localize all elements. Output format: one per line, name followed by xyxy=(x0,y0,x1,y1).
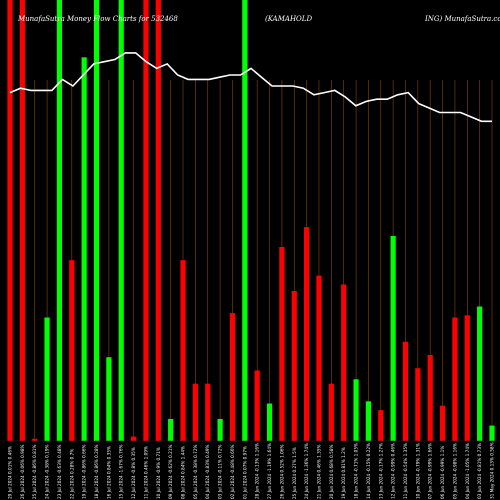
x-tick-label: 11 Jun 2024 -0.54% 1.35% xyxy=(403,443,408,499)
bars-group xyxy=(7,0,495,442)
x-tick-label: 10 Jun 2024 -0.79% 1.31% xyxy=(415,443,420,499)
x-tick-label: 24 Jun 2024 -1.36% 1.74% xyxy=(304,443,309,499)
bar-down xyxy=(464,315,470,441)
bar-down xyxy=(19,0,25,441)
x-tick-label: 21 Jun 2024 0.46% 1.35% xyxy=(316,445,321,499)
bar-up xyxy=(353,379,359,441)
x-tick-label: 05 Jul 2024 -0.38% 0.72% xyxy=(193,445,198,499)
x-tick-label: 18 Jul 2024 -0.86% 0.28% xyxy=(94,445,99,499)
bar-down xyxy=(452,317,458,441)
bar-up xyxy=(56,0,63,441)
x-tick-label: 12 Jun 2024 -0.99% 0.46% xyxy=(391,443,396,499)
x-tick-label: 26 Jun 2024 0.52% 1.06% xyxy=(279,445,284,499)
bar-down xyxy=(291,291,297,441)
bar-down xyxy=(279,246,285,441)
x-tick-label: 28 Jun 2024 -0.13% 1.16% xyxy=(255,443,260,499)
x-tick-label: 10 Jul 2024 -0.9% 0.71% xyxy=(156,447,161,499)
bar-down xyxy=(427,355,433,441)
bar-up xyxy=(365,401,372,441)
bar-up xyxy=(390,235,396,441)
x-tick-label: 25 Jun 2024 0.27% 1.5% xyxy=(292,447,297,499)
x-tick-label: 11 Jul 2024 0.46% 1.09% xyxy=(143,446,148,499)
x-tick-label: 29 Jul 2024 0.01% 0.46% xyxy=(8,446,13,499)
x-tick-label: 19 Jul 2024 -0.86% 0.66% xyxy=(82,445,87,499)
bar-down xyxy=(7,0,13,441)
x-tick-label: 19 Jun 2024 0.81% 1.2% xyxy=(341,447,346,499)
x-tick-label: 13 Jun 2024 -0.17% 1.27% xyxy=(378,443,383,499)
bar-down xyxy=(328,383,334,441)
bar-down xyxy=(402,341,409,441)
bar-up xyxy=(477,306,483,441)
x-tick-label: 26 Jul 2024 -0.06% 0.98% xyxy=(20,445,25,499)
x-tick-label: 18 Jun 2024 -0.71% 1.05% xyxy=(354,443,359,499)
x-tick-label: 05 Jun 2024 -0.98% 1.16% xyxy=(452,443,457,499)
x-tick-label: 04 Jun 2024 -1.05% 1.74% xyxy=(465,443,470,499)
bar-down xyxy=(341,284,347,441)
bar-up xyxy=(81,57,87,442)
x-tick-label: 01 Jul 2024 0.07% 0.97% xyxy=(242,446,247,499)
chart-title-mid: (KAMAHOLD xyxy=(265,15,312,23)
bar-up xyxy=(266,403,273,441)
x-tick-label: 27 Jun 2024 -1.19% 1.64% xyxy=(267,443,272,499)
x-tick-label: 08 Jul 2024 0.84% 1.44% xyxy=(181,446,186,499)
bar-down xyxy=(254,370,260,441)
x-tick-label: 16 Jul 2024 0.84% 0.35% xyxy=(106,446,111,499)
x-tick-label: 04 Jul 2024 -0.83% 0.49% xyxy=(205,445,210,499)
bar-down xyxy=(304,227,310,441)
bar-down xyxy=(415,368,421,441)
bar-down xyxy=(205,383,211,441)
bar-down xyxy=(143,0,149,441)
x-tick-label: 20 Jun 2024 0.68% 0.58% xyxy=(329,445,334,499)
bar-down xyxy=(192,383,198,441)
x-tick-label: 24 Jul 2024 -0.38% 0.19% xyxy=(45,445,50,499)
bar-up xyxy=(44,317,50,441)
bar-down xyxy=(69,260,75,441)
bar-down xyxy=(32,438,38,441)
bar-up xyxy=(489,425,495,441)
x-tick-label: 25 Jul 2024 -0.86% 0.81% xyxy=(32,445,37,499)
bar-up xyxy=(106,357,112,441)
x-axis-labels: 29 Jul 2024 0.01% 0.46% 26 Jul 2024 -0.06… xyxy=(8,442,495,499)
x-tick-label: 22 Jul 2024 0.28% 0.7% xyxy=(69,449,74,499)
bar-down xyxy=(378,410,384,441)
x-tick-label: 03 Jul 2024 -0.11% 0.72% xyxy=(218,445,223,499)
bar-up xyxy=(217,418,223,441)
x-tick-label: 03 Jun 2024 -0.81% 0.73% xyxy=(477,443,482,499)
chart-title-right: ING) MunafaSutra.com xyxy=(424,15,500,23)
x-tick-label: 06 Jun 2024 -0.99% 1.1% xyxy=(440,446,445,499)
bar-up xyxy=(118,0,124,441)
x-tick-label: 31 May 2024 0.13% 0.58% xyxy=(490,442,495,499)
bar-down xyxy=(229,313,236,441)
x-tick-label: 02 Jul 2024 -0.48% 0.66% xyxy=(230,445,235,499)
bar-down xyxy=(316,275,322,441)
x-tick-label: 12 Jul 2024 -0.8% 0.35% xyxy=(131,447,136,499)
bar-down xyxy=(439,405,446,441)
x-tick-label: 15 Jul 2024 -1.67% 0.76% xyxy=(119,445,124,499)
bar-up xyxy=(242,0,248,441)
bar-up xyxy=(93,0,100,441)
bar-down xyxy=(155,0,161,441)
x-tick-label: 23 Jul 2024 -0.63% 0.48% xyxy=(57,445,62,499)
x-tick-label: 07 Jun 2024 -0.99% 1.66% xyxy=(428,443,433,499)
chart-title-left: MunafaSutra Money Flow Charts for 532468 xyxy=(17,15,178,23)
bar-down xyxy=(130,436,137,441)
bar-up xyxy=(168,418,174,441)
x-tick-label: 09 Jul 2024 -0.62% 0.21% xyxy=(168,445,173,499)
bar-down xyxy=(180,260,186,441)
money-flow-line xyxy=(9,52,492,123)
x-tick-label: 14 Jun 2024 -0.15% 0.22% xyxy=(366,443,371,499)
